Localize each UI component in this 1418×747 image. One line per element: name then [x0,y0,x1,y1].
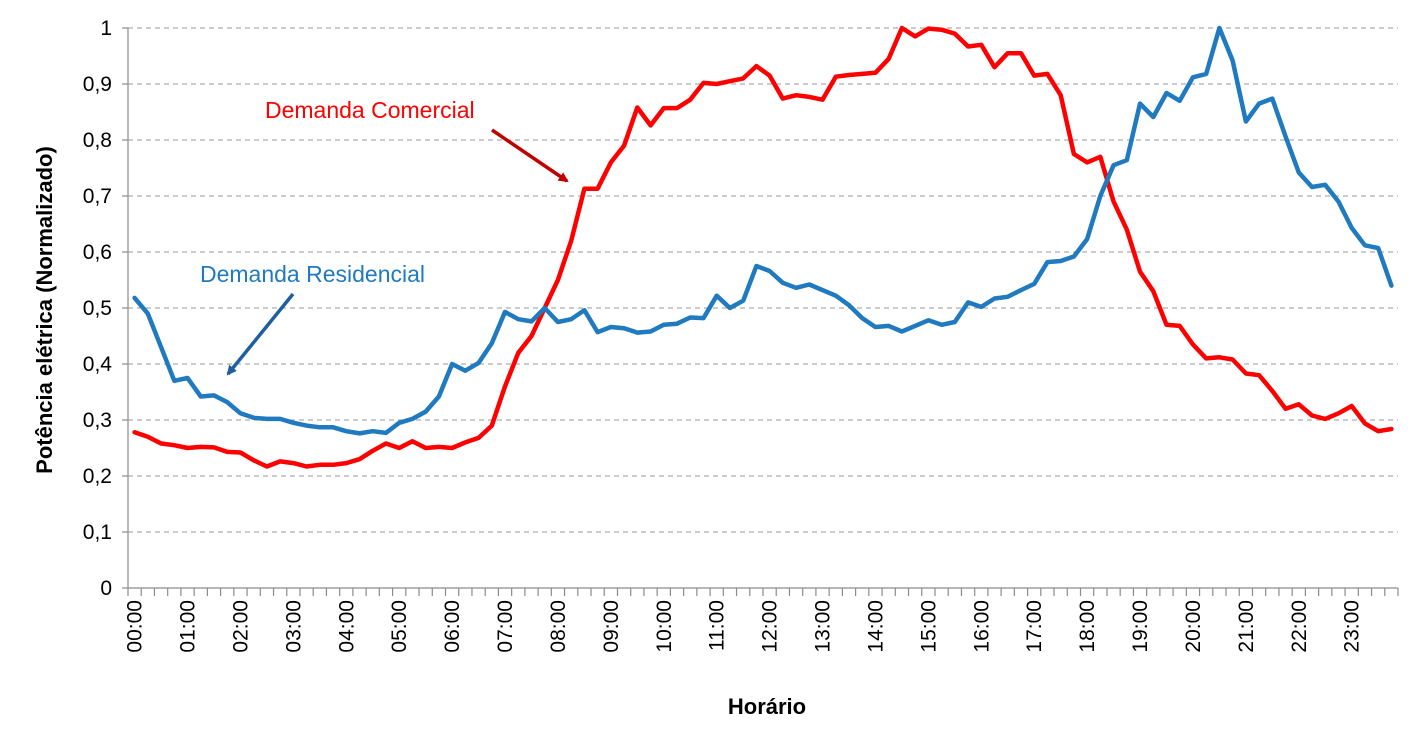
x-tick-label: 18:00 [1076,600,1099,653]
annotation-comercial-arrow [491,128,569,183]
x-tick-label: 09:00 [600,600,623,653]
x-tick-label: 12:00 [759,600,782,653]
x-tick-label: 19:00 [1129,600,1152,653]
series-lines [132,25,1394,469]
x-tick-label: 14:00 [864,600,887,653]
axes [122,27,1399,596]
x-tick-label: 05:00 [388,600,411,653]
y-tick-label: 0 [100,577,112,600]
y-tick-labels: 0 0,1 0,2 0,3 0,4 0,5 0,6 0,7 0,8 0,9 1 [83,17,113,600]
x-tick-label: 22:00 [1288,600,1311,653]
series-line-comercial [132,25,1394,469]
x-tick-label: 13:00 [812,600,835,653]
x-tick-label: 16:00 [970,600,993,653]
y-tick-label: 0,6 [83,241,112,264]
y-tick-label: 0,3 [83,409,112,432]
series-line-residencial [132,25,1394,436]
gridlines [128,27,1398,533]
x-axis-title: Horário [728,694,806,719]
x-tick-label: 10:00 [653,600,676,653]
y-tick-label: 0,4 [83,353,113,376]
annotation-comercial: Demanda Comercial [265,97,569,183]
y-tick-label: 1 [100,17,112,40]
y-tick-label: 0,2 [83,465,112,488]
x-tick-label: 08:00 [547,600,570,653]
y-tick-label: 0,9 [83,73,112,96]
y-tick-label: 0,8 [83,129,112,152]
x-tick-label: 23:00 [1341,600,1364,653]
x-tick-label: 04:00 [335,600,358,653]
y-tick-label: 0,1 [83,521,112,544]
y-axis-title: Potência elétrica (Normalizado) [32,146,57,474]
x-tick-label: 07:00 [494,600,517,653]
x-tick-label: 06:00 [441,600,464,653]
x-tick-label: 17:00 [1023,600,1046,653]
annotation-comercial-label: Demanda Comercial [265,97,475,123]
x-tick-label: 15:00 [917,600,940,653]
annotation-residencial-label: Demanda Residencial [200,261,425,287]
x-tick-label: 21:00 [1235,600,1258,653]
x-tick-label: 02:00 [229,600,252,653]
x-tick-label: 11:00 [706,600,729,651]
annotation-residencial: Demanda Residencial [200,261,425,376]
x-tick-label: 00:00 [124,600,147,653]
y-tick-label: 0,7 [83,185,112,208]
x-tick-labels: 00:00 01:00 02:00 03:00 04:00 05:00 06:00 07:00… [124,600,1364,653]
x-tick-label: 03:00 [282,600,305,653]
x-tick-label: 01:00 [177,600,200,653]
x-tick-label: 20:00 [1182,600,1205,653]
annotation-residencial-arrow [226,292,295,376]
y-tick-label: 0,5 [83,297,112,320]
